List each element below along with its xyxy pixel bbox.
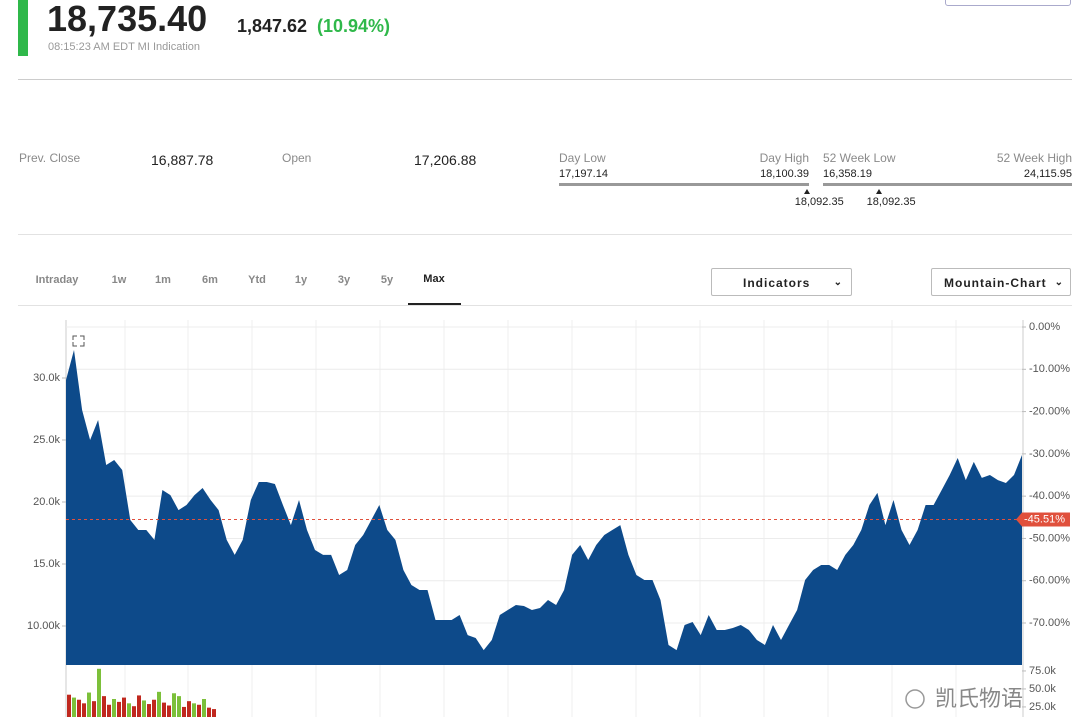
volume-bar: [137, 695, 141, 717]
y-tick-label: 25.0k: [33, 434, 60, 446]
expand-icon[interactable]: [72, 335, 85, 347]
tab[interactable]: Ytd: [248, 274, 266, 286]
volume-bar: [87, 692, 91, 717]
volume-bar: [147, 704, 151, 717]
accent-bar: [18, 0, 28, 56]
divider: [18, 79, 1072, 80]
change: 1,847.62: [237, 16, 308, 36]
y2-tick-label: -50.00%: [1029, 532, 1070, 544]
divider: [18, 305, 1072, 306]
price: 18,735.40: [47, 0, 208, 39]
chart-type-dropdown[interactable]: Mountain-Chart ⌄: [931, 268, 1071, 296]
volume-bar: [162, 702, 166, 717]
y-tick-label: 20.0k: [33, 496, 60, 508]
range-label: Day High: [759, 151, 809, 165]
volume-bar: [127, 703, 131, 717]
volume-bar: [82, 703, 86, 717]
volume-bar: [132, 706, 136, 717]
top-button[interactable]: [945, 0, 1071, 6]
chevron: ⌄: [833, 277, 843, 288]
y-tick-label: 15.0k: [33, 558, 60, 570]
stat-label: Prev. Close: [19, 151, 81, 165]
y2-tick-label: -40.00%: [1029, 490, 1070, 502]
stat-value: 16,887.78: [151, 152, 214, 168]
volume-bar: [72, 697, 76, 717]
tab[interactable]: 1w: [111, 274, 127, 286]
volume-bar: [192, 703, 196, 717]
volume-bar: [97, 668, 101, 717]
volume-bar: [77, 699, 81, 717]
tab[interactable]: 3y: [337, 274, 351, 286]
volume-tick-label: 50.0k: [1029, 683, 1056, 695]
watermark-icon: [905, 689, 925, 709]
range-marker: [803, 189, 810, 194]
volume-bar: [112, 699, 116, 717]
volume-bar: [122, 697, 126, 717]
volume-bar: [167, 705, 171, 717]
y2-tick-label: -70.00%: [1029, 617, 1070, 629]
volume-bar: [107, 704, 111, 717]
chevron: ⌄: [1054, 277, 1064, 288]
last-value-tag: [1016, 512, 1070, 527]
divider: [18, 234, 1072, 235]
y2-tick-label: -60.00%: [1029, 575, 1070, 587]
tab[interactable]: 5y: [380, 274, 394, 286]
y2-tick-label: 0.00%: [1029, 321, 1060, 333]
stat-label: Open: [282, 151, 312, 165]
range-label: Day Low: [559, 151, 606, 165]
volume-tick-label: 75.0k: [1029, 665, 1056, 677]
tab[interactable]: 1y: [294, 274, 308, 286]
last-value-label: -45.51%: [1024, 513, 1065, 525]
volume-bar: [187, 701, 191, 717]
volume-bar: [157, 691, 161, 717]
watermark: 凯氏物语: [935, 686, 1023, 711]
volume-bar: [182, 706, 186, 717]
volume-bar: [202, 699, 206, 717]
tab[interactable]: Intraday: [35, 274, 79, 286]
range-label: 52 Week High: [996, 151, 1072, 165]
volume-bar: [207, 707, 211, 717]
range-high: 18,100.39: [760, 168, 809, 180]
mountain-area: [66, 350, 1022, 665]
range-low: 17,197.14: [559, 168, 608, 180]
volume-bar: [67, 694, 71, 717]
range-current: 18,092.35: [866, 196, 916, 208]
y-tick-label: 10.00k: [27, 620, 61, 632]
range-high: 24,115.95: [1023, 168, 1072, 180]
volume-bar: [92, 701, 96, 717]
dropdown-label: Mountain-Chart: [944, 276, 1047, 290]
volume-bar: [152, 699, 156, 717]
range-track: [559, 183, 809, 186]
volume-bar: [102, 696, 106, 717]
y2-tick-label: -20.00%: [1029, 405, 1070, 417]
tab[interactable]: Max: [423, 273, 445, 285]
volume-bar: [177, 696, 181, 717]
volume-tick-label: 25.0k: [1029, 701, 1056, 713]
volume-bar: [142, 700, 146, 717]
tab[interactable]: 6m: [202, 274, 218, 286]
tab-underline: [408, 303, 461, 305]
volume-bar: [212, 709, 216, 717]
volume-bar: [197, 704, 201, 717]
y2-tick-label: -30.00%: [1029, 448, 1070, 460]
dropdown-label: Indicators: [743, 276, 811, 290]
range-marker: [875, 189, 882, 194]
range-current: 18,092.35: [794, 196, 844, 208]
timestamp: 08:15:23 AM EDT MI Indication: [48, 41, 201, 53]
range-low: 16,358.19: [823, 168, 872, 180]
y-tick-label: 30.0k: [33, 372, 60, 384]
change-percent: (10.94%): [317, 16, 391, 36]
range-label: 52 Week Low: [823, 151, 896, 165]
chart-layer: 0.00% -10.00% -20.00% -30.00% -40.00% -50.00%…: [27, 321, 1070, 717]
range-track: [823, 183, 1072, 186]
indicators-dropdown[interactable]: Indicators ⌄: [711, 268, 852, 296]
stat-value: 17,206.88: [414, 152, 477, 168]
y2-tick-label: -10.00%: [1029, 363, 1070, 375]
volume-bar: [117, 701, 121, 717]
tab[interactable]: 1m: [155, 274, 171, 286]
volume-bar: [172, 693, 176, 717]
